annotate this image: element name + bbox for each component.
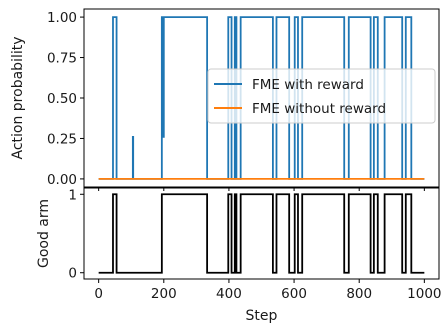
panel-1-frame	[83, 187, 440, 280]
panel-0-y-axis-label: Action probability	[10, 37, 26, 160]
panel-1-x-tick-label-2: 400	[216, 286, 242, 302]
panel-1-x-tick-label-1: 200	[151, 286, 177, 302]
legend-label-1: FME without reward	[252, 101, 386, 117]
panel-0-y-tick-label-3: 0.75	[47, 51, 77, 67]
legend-label-0: FME with reward	[252, 77, 364, 93]
panel-0-y-tick-label-2: 0.50	[47, 91, 77, 107]
panel-1-series-0-line	[98, 193, 425, 274]
panel-1-y-tick-label-0: 0	[68, 266, 77, 282]
panel-0-y-tick-label-0: 0.00	[47, 172, 77, 188]
panel-1-x-tick-label-4: 800	[346, 286, 372, 302]
panel-0-y-tick-label-1: 0.25	[47, 131, 77, 147]
legend-box	[207, 68, 436, 124]
panel-1-y-axis-label: Good arm	[36, 199, 52, 268]
panel-0-y-tick-label-4: 1.00	[47, 10, 77, 26]
panel-1-x-tick-label-0: 0	[94, 286, 103, 302]
panel-1-x-tick-label-3: 600	[281, 286, 307, 302]
panel-1-y-tick-label-1: 1	[68, 187, 77, 203]
panel-1-x-tick-label-5: 1000	[407, 286, 441, 302]
panel-1-x-axis-label: Step	[246, 308, 278, 324]
